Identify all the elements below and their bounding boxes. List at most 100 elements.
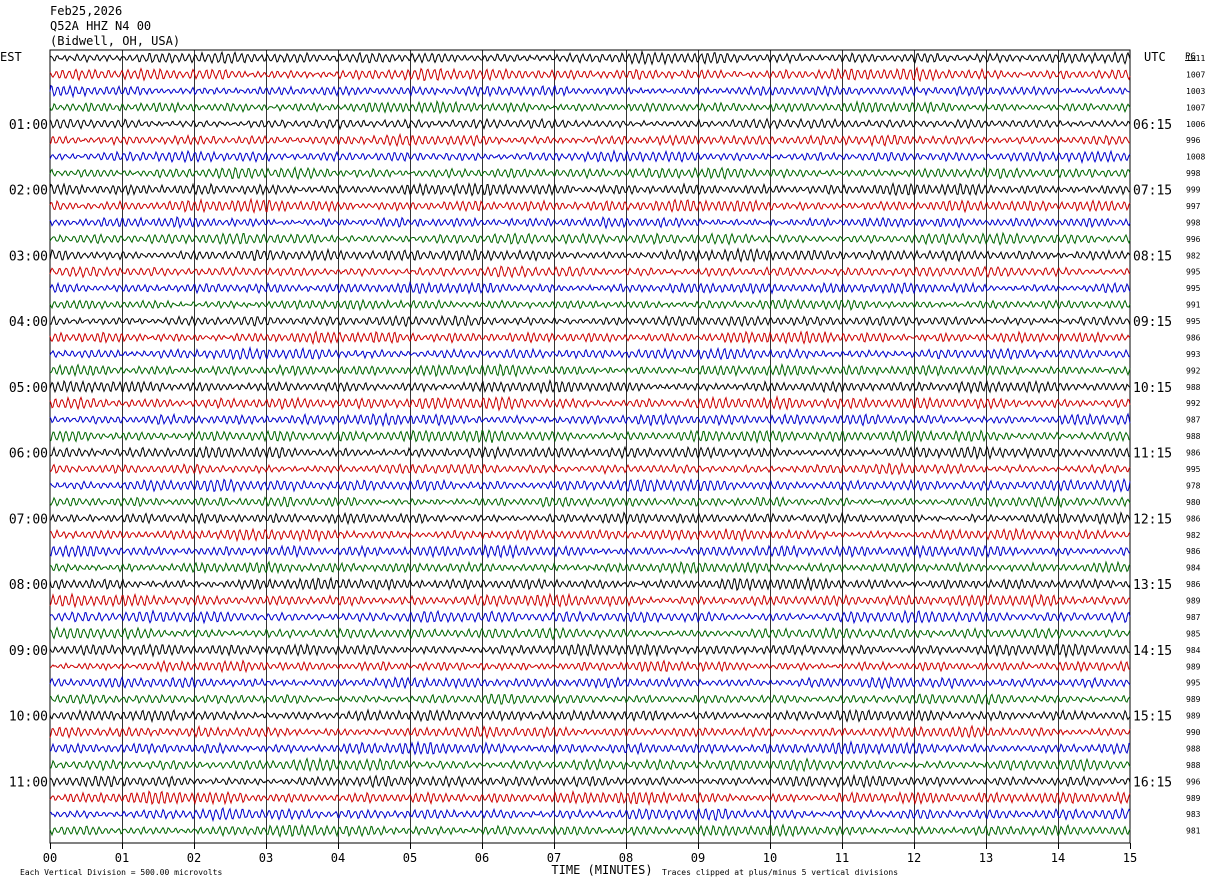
row-value: 986 xyxy=(1186,547,1201,556)
x-tick-label: 01 xyxy=(115,851,129,865)
seismic-trace xyxy=(49,132,1131,148)
seismic-trace xyxy=(49,216,1131,230)
seismic-trace xyxy=(49,724,1131,740)
seismic-trace xyxy=(49,445,1131,460)
row-value: 992 xyxy=(1186,399,1201,408)
seismic-trace xyxy=(49,576,1131,592)
seismic-trace xyxy=(49,543,1131,560)
hour-label-est: 03:00 xyxy=(9,249,48,264)
header-location: (Bidwell, OH, USA) xyxy=(50,34,181,48)
seismic-trace xyxy=(49,330,1131,346)
hour-label-est: 09:00 xyxy=(9,644,48,659)
seismic-trace xyxy=(49,708,1131,724)
seismic-trace xyxy=(49,560,1131,575)
seismic-trace xyxy=(49,609,1131,625)
row-value: 999 xyxy=(1186,186,1201,195)
row-value: 986 xyxy=(1186,514,1201,523)
seismic-trace xyxy=(49,247,1131,263)
row-value: 986 xyxy=(1186,449,1201,458)
seismic-trace xyxy=(49,527,1131,543)
seismic-trace xyxy=(49,659,1131,674)
row-value: 988 xyxy=(1186,761,1201,770)
row-value: 995 xyxy=(1186,284,1201,293)
row-value: 1008 xyxy=(1186,153,1205,162)
seismic-trace xyxy=(49,756,1131,773)
row-value: 1006 xyxy=(1186,120,1205,129)
row-value: 982 xyxy=(1186,251,1201,260)
row-value: 992 xyxy=(1186,366,1201,375)
clip-note: Traces clipped at plus/minus 5 vertical … xyxy=(662,868,898,877)
row-value: 996 xyxy=(1186,136,1201,145)
row-value: 996 xyxy=(1186,777,1201,786)
row-value: 991 xyxy=(1186,301,1201,310)
seismic-trace xyxy=(49,346,1131,361)
hour-label-est: 08:00 xyxy=(9,578,48,593)
row-value: 1003 xyxy=(1186,87,1205,96)
hour-label-est: 10:00 xyxy=(9,710,48,725)
x-tick-label: 09 xyxy=(691,851,705,865)
seismic-trace xyxy=(49,99,1131,115)
x-tick-label: 04 xyxy=(331,851,345,865)
seismic-trace xyxy=(49,314,1131,328)
row-value: 988 xyxy=(1186,432,1201,441)
x-tick-label: 06 xyxy=(475,851,489,865)
x-tick-label: 11 xyxy=(835,851,849,865)
row-value: 988 xyxy=(1186,383,1201,392)
row-value: 993 xyxy=(1186,350,1201,359)
seismic-trace xyxy=(49,49,1131,66)
hour-label-utc: 07:15 xyxy=(1133,184,1172,199)
row-value: 995 xyxy=(1186,317,1201,326)
row-value: 990 xyxy=(1186,728,1201,737)
x-tick-label: 15 xyxy=(1123,851,1137,865)
timezone-est-label: EST xyxy=(0,50,22,64)
seismic-trace xyxy=(49,197,1131,214)
seismic-trace xyxy=(49,412,1131,428)
plot-frame xyxy=(49,49,1131,844)
x-tick-label: 02 xyxy=(187,851,201,865)
scale-note: Each Vertical Division = 500.00 microvol… xyxy=(20,868,222,877)
seismic-trace xyxy=(49,281,1131,295)
seismic-trace xyxy=(49,149,1131,165)
x-axis-title: TIME (MINUTES) xyxy=(551,863,652,877)
seismic-trace xyxy=(49,495,1131,509)
hour-label-est: 04:00 xyxy=(9,315,48,330)
x-tick-label: 03 xyxy=(259,851,273,865)
x-tick-label: 14 xyxy=(1051,851,1065,865)
x-tick-label: 00 xyxy=(43,851,57,865)
seismic-trace xyxy=(49,462,1131,476)
seismic-trace xyxy=(49,181,1131,197)
row-value: 986 xyxy=(1186,580,1201,589)
hour-label-utc: 16:15 xyxy=(1133,775,1172,790)
hour-label-utc: 08:15 xyxy=(1133,249,1172,264)
row-value: 989 xyxy=(1186,712,1201,721)
seismic-trace xyxy=(49,394,1131,412)
row-value: 1007 xyxy=(1186,70,1205,79)
header-date: Feb25,2026 xyxy=(50,4,123,18)
seismic-trace xyxy=(49,231,1131,246)
row-value: 981 xyxy=(1186,827,1201,836)
seismic-trace xyxy=(49,773,1131,789)
row-value: 989 xyxy=(1186,794,1201,803)
row-value: 983 xyxy=(1186,810,1201,819)
seismic-trace xyxy=(49,643,1131,659)
row-value: 998 xyxy=(1186,169,1201,178)
row-value: 986 xyxy=(1186,333,1201,342)
row-value: 985 xyxy=(1186,629,1201,638)
row-value: 996 xyxy=(1186,235,1201,244)
seismic-trace xyxy=(49,740,1131,756)
seismic-trace xyxy=(49,675,1131,690)
x-tick-label: 12 xyxy=(907,851,921,865)
row-value: 987 xyxy=(1186,613,1201,622)
row-value: 988 xyxy=(1186,744,1201,753)
x-tick-label: 10 xyxy=(763,851,777,865)
row-value: 989 xyxy=(1186,597,1201,606)
row-value: 989 xyxy=(1186,662,1201,671)
seismic-trace xyxy=(49,363,1131,378)
seismic-trace xyxy=(49,626,1131,641)
seismic-trace xyxy=(49,117,1131,131)
row-value: 998 xyxy=(1186,218,1201,227)
seismic-trace xyxy=(49,790,1131,807)
hour-label-utc: 14:15 xyxy=(1133,644,1172,659)
hour-label-est: 06:00 xyxy=(9,447,48,462)
